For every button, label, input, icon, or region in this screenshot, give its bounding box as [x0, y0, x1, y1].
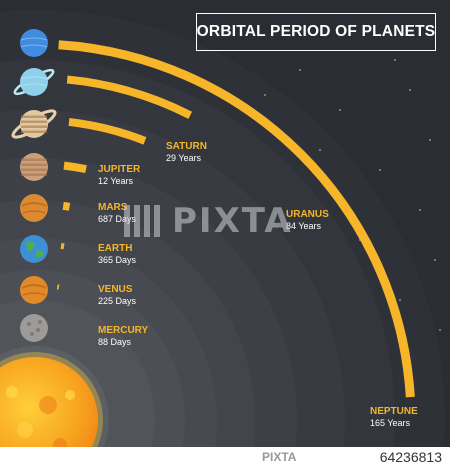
star	[419, 209, 421, 211]
star	[429, 139, 431, 141]
orbit-jupiter	[64, 166, 86, 169]
star	[434, 259, 436, 261]
star	[394, 59, 396, 61]
planet-period: 165 Years	[370, 418, 418, 428]
label-jupiter: JUPITER 12 Years	[98, 164, 140, 186]
title-box: ORBITAL PERIOD OF PLANETS	[196, 13, 436, 51]
star	[439, 329, 441, 331]
stock-id: 64236813	[380, 449, 442, 465]
planet-neptune-icon	[20, 29, 48, 57]
watermark: PIXTA	[120, 197, 330, 245]
label-neptune: NEPTUNE 165 Years	[370, 406, 418, 428]
star	[399, 299, 401, 301]
footer-watermark: PIXTA	[262, 450, 296, 464]
label-saturn: SATURN 29 Years	[166, 141, 207, 163]
star	[339, 109, 341, 111]
planet-period: 29 Years	[166, 153, 207, 163]
star	[319, 149, 321, 151]
page-title: ORBITAL PERIOD OF PLANETS	[197, 23, 436, 41]
planet-name: NEPTUNE	[370, 406, 418, 418]
planet-mars-icon	[20, 194, 48, 222]
label-earth: EARTH 365 Days	[98, 243, 136, 265]
planet-name: VENUS	[98, 284, 136, 296]
planet-name: MERCURY	[98, 325, 148, 337]
planet-period: 225 Days	[98, 296, 136, 306]
planet-period: 88 Days	[98, 337, 148, 347]
planet-period: 12 Years	[98, 176, 140, 186]
star	[264, 94, 266, 96]
star	[379, 169, 381, 171]
label-mercury: MERCURY 88 Days	[98, 325, 148, 347]
stock-footer: PIXTA 64236813	[0, 447, 450, 468]
star	[299, 69, 301, 71]
watermark-logo-icon	[120, 199, 164, 243]
orbit-mars	[63, 206, 69, 207]
planet-name: JUPITER	[98, 164, 140, 176]
planet-period: 365 Days	[98, 255, 136, 265]
star	[409, 89, 411, 91]
planet-venus-icon	[20, 276, 48, 304]
planet-jupiter-icon	[20, 153, 48, 181]
watermark-text: PIXTA	[172, 201, 293, 241]
label-venus: VENUS 225 Days	[98, 284, 136, 306]
planet-name: SATURN	[166, 141, 207, 153]
planet-mercury-icon	[20, 314, 48, 342]
planet-earth-icon	[20, 235, 48, 263]
